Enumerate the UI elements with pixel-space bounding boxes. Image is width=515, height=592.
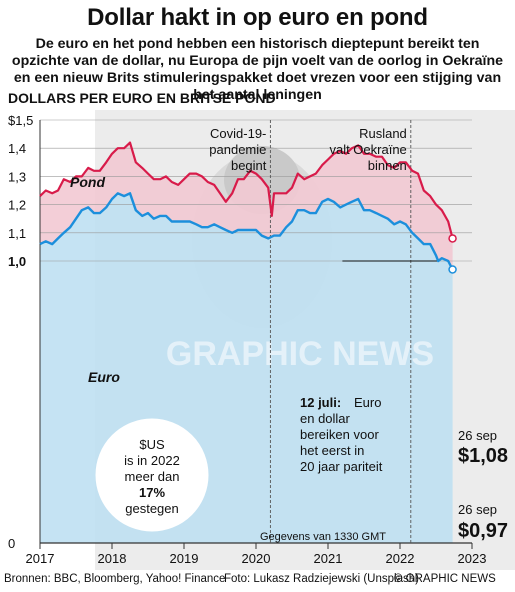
gbp-value-label: $1,08	[458, 445, 508, 467]
pound-line	[39, 141, 454, 239]
x-tick-label: 2017	[26, 551, 55, 566]
parity-annotation: 20 jaar pariteit	[300, 459, 383, 474]
y-tick-label: 1,2	[8, 198, 26, 213]
parity-annotation: bereiken voor	[300, 427, 379, 442]
parity-annotation: het eerst in	[300, 443, 364, 458]
usd-note-text: is in 2022	[124, 453, 180, 468]
euro-line	[39, 192, 454, 271]
russia-annotation: binnen	[368, 158, 407, 173]
x-tick-label: 2019	[170, 551, 199, 566]
x-tick-label: 2021	[314, 551, 343, 566]
photo-credit: Foto: Lukasz Radziejewski (Unsplash)	[224, 573, 419, 585]
eur-value-label: $0,97	[458, 520, 508, 542]
y-tick-label: 1,1	[8, 226, 26, 241]
series-label-pond: Pond	[70, 174, 105, 190]
x-tick-label: 2023	[458, 551, 487, 566]
series-label-euro: Euro	[88, 369, 120, 385]
sources-text: Bronnen: BBC, Bloomberg, Yahoo! Finance	[4, 573, 226, 585]
gbp-date-label: 26 sep	[458, 428, 497, 443]
page-title: Dollar hakt in op euro en pond	[87, 4, 428, 31]
x-tick-label: 2022	[386, 551, 415, 566]
russia-annotation: valt Oekraïne	[329, 142, 406, 157]
pound-area	[40, 142, 453, 270]
subtitle: De euro en het pond hebben een historisc…	[11, 36, 504, 103]
pound-endpoint	[448, 234, 457, 243]
watermark-text: GRAPHIC NEWS	[166, 335, 434, 373]
graphic-news-credit: © GRAPHIC NEWS	[394, 573, 496, 585]
covid-annotation: begint	[231, 158, 267, 173]
usd-note-text: 17%	[139, 485, 165, 500]
units-label: DOLLARS PER EURO EN BRITSE POND	[8, 90, 276, 106]
usd-note-text: gestegen	[125, 501, 179, 516]
usd-note-bubble	[95, 418, 209, 532]
x-tick-label: 2020	[242, 551, 271, 566]
x-tick-label: 2018	[98, 551, 127, 566]
y-tick-label: 0	[8, 536, 15, 551]
eur-date-label: 26 sep	[458, 502, 497, 517]
parity-annotation-bold: 12 juli:	[300, 395, 341, 410]
y-tick-label: $1,5	[8, 113, 33, 128]
parity-annotation: Euro	[354, 395, 381, 410]
parity-annotation: en dollar	[300, 411, 351, 426]
y-tick-label: 1,3	[8, 169, 26, 184]
covid-annotation: Covid-19-	[210, 126, 266, 141]
covid-annotation: pandemie	[209, 142, 266, 157]
russia-annotation: Rusland	[359, 126, 407, 141]
y-tick-label: 1,4	[8, 141, 26, 156]
usd-note-text: $US	[139, 437, 165, 452]
euro-endpoint	[448, 265, 457, 274]
y-tick-label: 1,0	[8, 254, 26, 269]
data-note: Gegevens van 1330 GMT	[260, 531, 386, 543]
usd-note-text: meer dan	[125, 469, 180, 484]
